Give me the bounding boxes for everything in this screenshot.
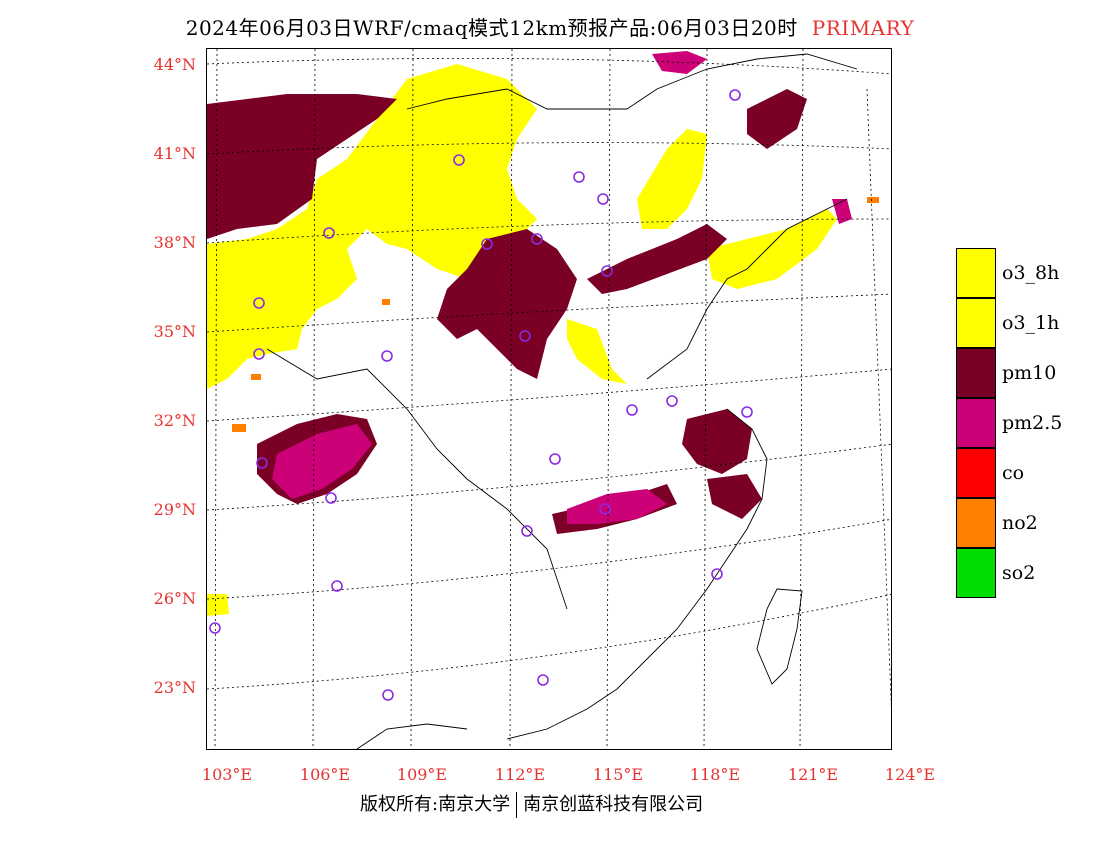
lat-tick-23: 23°N <box>153 678 196 697</box>
legend-label-o3-8h: o3_8h <box>1002 262 1060 284</box>
lon-tick-106: 106°E <box>299 765 351 784</box>
legend-swatch-so2 <box>956 548 996 598</box>
station-markers <box>209 89 753 701</box>
lon-tick-115: 115°E <box>592 765 644 784</box>
no2-spots <box>232 197 879 432</box>
copyright-right: 南京创蓝科技有限公司 <box>523 794 704 815</box>
primary-tag: PRIMARY <box>811 16 915 40</box>
lat-tick-32: 32°N <box>153 411 196 430</box>
legend-swatch-no2 <box>956 498 996 548</box>
copyright-left: 版权所有:南京大学 <box>360 794 511 815</box>
graticule <box>207 49 891 749</box>
boundaries <box>266 53 858 749</box>
lat-tick-35: 35°N <box>153 322 196 341</box>
legend-swatch-pm25 <box>956 398 996 448</box>
legend-label-so2: so2 <box>1002 562 1036 584</box>
lon-tick-121: 121°E <box>787 765 839 784</box>
lon-tick-103: 103°E <box>201 765 253 784</box>
legend-label-pm25: pm2.5 <box>1002 412 1063 434</box>
legend-label-pm10: pm10 <box>1002 362 1057 384</box>
map-title-text: 2024年06月03日WRF/cmaq模式12km预报产品:06月03日20时 <box>185 16 798 40</box>
map-panel <box>206 48 892 750</box>
map-title: 2024年06月03日WRF/cmaq模式12km预报产品:06月03日20时 P… <box>0 12 1100 41</box>
lon-tick-118: 118°E <box>689 765 741 784</box>
lon-tick-109: 109°E <box>396 765 448 784</box>
lat-tick-41: 41°N <box>153 144 196 163</box>
pm25-field <box>272 51 852 524</box>
copyright-footer: 版权所有:南京大学 南京创蓝科技有限公司 <box>360 790 703 818</box>
legend-swatch-pm10 <box>956 348 996 398</box>
lat-tick-44: 44°N <box>153 55 196 74</box>
legend-swatch-o3-8h <box>956 248 996 298</box>
lon-tick-112: 112°E <box>494 765 546 784</box>
lon-tick-124: 124°E <box>884 765 936 784</box>
footer-separator <box>516 792 518 818</box>
legend-swatch-co <box>956 448 996 498</box>
legend-label-no2: no2 <box>1002 512 1038 534</box>
legend-swatch-o3-1h <box>956 298 996 348</box>
pollution-map <box>207 49 891 749</box>
lat-tick-26: 26°N <box>153 589 196 608</box>
lat-tick-38: 38°N <box>153 233 196 252</box>
lat-tick-29: 29°N <box>153 500 196 519</box>
legend-label-co: co <box>1002 462 1025 484</box>
legend-label-o3-1h: o3_1h <box>1002 312 1060 334</box>
